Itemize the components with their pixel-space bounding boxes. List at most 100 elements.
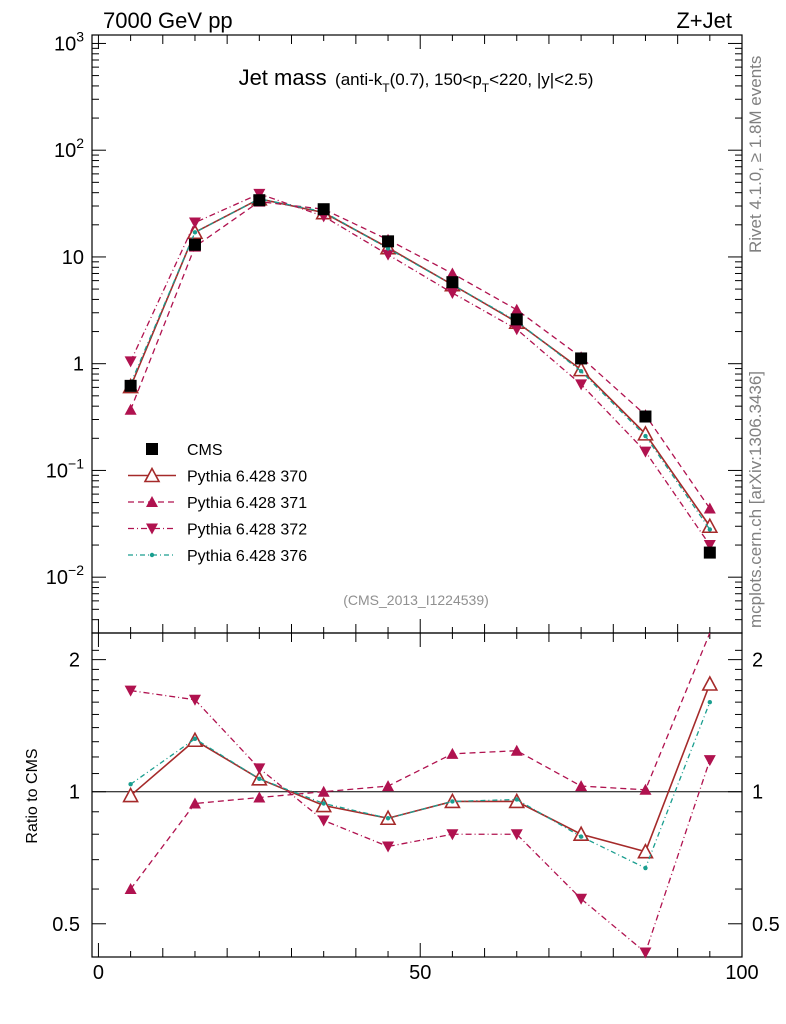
ratio-point-pythia-6-428-376 [707, 699, 713, 705]
ratio-point-pythia-6-428-371 [382, 780, 395, 792]
main-point-cms [124, 379, 137, 392]
y-tick-exponent: −2 [68, 562, 84, 578]
ratio-point-pythia-6-428-371 [188, 797, 201, 809]
title-main: Jet mass [239, 65, 327, 90]
ratio-point-pythia-6-428-370 [701, 675, 719, 691]
y-tick-label-main: 102 [54, 135, 84, 162]
ratio-point-pythia-6-428-376 [514, 797, 519, 802]
y-tick-base: 10 [46, 460, 68, 482]
y-tick-exponent: 2 [76, 135, 84, 151]
ratio-point-pythia-6-428-372 [510, 829, 523, 841]
ratio-point-pythia-6-428-376 [643, 865, 648, 871]
y-tick-label-main: 10−2 [46, 562, 84, 589]
ratio-line-pythia-6-428-376 [130, 701, 711, 869]
ratio-point-pythia-6-428-371 [124, 883, 137, 895]
ratio-point-pythia-6-428-372 [639, 947, 652, 959]
title-detail-1: (anti-k [335, 70, 383, 89]
ratio-point-pythia-6-428-372 [317, 815, 330, 827]
legend-label-cms: CMS [187, 442, 223, 459]
analysis-id: (CMS_2013_I1224539) [343, 592, 489, 608]
ratio-plot-frame [91, 632, 743, 958]
main-point-pythia-6-428-376 [643, 433, 648, 439]
y-tick-base: 10 [54, 140, 76, 162]
plot-title: Jet mass (anti-kT(0.7), 150<pT<220, |y|<… [239, 65, 594, 95]
main-plot-frame [91, 34, 743, 634]
y-tick-label-main: 103 [54, 28, 84, 55]
main-point-pythia-6-428-371 [124, 403, 137, 415]
y-tick-label-ratio: 0.5 [52, 914, 80, 936]
title-detail-2: (0.7), 150<p [390, 70, 482, 89]
main-point-pythia-6-428-372 [510, 324, 523, 336]
x-tick-label: 100 [725, 962, 758, 984]
ratio-point-pythia-6-428-370 [572, 825, 590, 842]
ratio-point-pythia-6-428-370 [637, 842, 654, 859]
main-point-cms [382, 235, 395, 248]
main-point-cms [575, 352, 588, 365]
main-point-cms [639, 410, 652, 423]
y-tick-label-main: 1 [73, 354, 84, 376]
title-detail-sub-2: T [482, 81, 490, 95]
ratio-point-pythia-6-428-372 [382, 841, 395, 853]
main-point-pythia-6-428-371 [446, 267, 459, 279]
side-text-top: Rivet 4.1.0, ≥ 1.8M events [746, 56, 765, 253]
title-detail-sub-1: T [382, 81, 390, 95]
legend-label-pythia-6-428-370: Pythia 6.428 370 [187, 469, 307, 486]
y-tick-exponent: 3 [76, 28, 84, 44]
ratio-point-pythia-6-428-371 [317, 785, 330, 797]
x-tick-label: 0 [93, 962, 104, 984]
y-tick-label-main: 10−1 [46, 455, 84, 482]
main-point-pythia-6-428-371 [510, 303, 523, 315]
ratio-point-pythia-6-428-370 [122, 786, 139, 803]
y-tick-exponent: −1 [68, 455, 84, 471]
main-point-cms [253, 194, 266, 207]
ratio-point-pythia-6-428-371 [510, 744, 523, 756]
main-point-pythia-6-428-372 [575, 379, 588, 391]
main-point-cms [510, 313, 523, 326]
ratio-point-pythia-6-428-371 [575, 780, 588, 792]
ratio-point-pythia-6-428-376 [450, 799, 455, 804]
main-point-pythia-6-428-370 [637, 425, 654, 441]
y-tick-label-ratio: 1 [69, 782, 80, 804]
main-line-pythia-6-428-371 [130, 200, 711, 509]
y-tick-base: 10 [62, 247, 84, 269]
ratio-point-pythia-6-428-376 [578, 834, 584, 839]
legend-marker-pythia-6-428-370 [143, 466, 161, 483]
ratio-point-pythia-6-428-372 [575, 893, 588, 905]
y-tick-base: 10 [46, 567, 68, 589]
ratio-point-pythia-6-428-371 [446, 747, 459, 759]
header-left: 7000 GeV pp [103, 8, 233, 33]
ratio-line-pythia-6-428-372 [130, 689, 711, 954]
ratio-point-pythia-6-428-376 [321, 801, 326, 806]
ratio-point-pythia-6-428-372 [188, 694, 201, 706]
ratio-point-pythia-6-428-372 [124, 685, 137, 697]
main-point-pythia-6-428-372 [124, 356, 137, 368]
ratio-axis-label: Ratio to CMS [24, 748, 41, 843]
ratio-point-pythia-6-428-371 [253, 791, 266, 803]
main-point-cms [317, 203, 330, 216]
y-tick-base: 1 [73, 354, 84, 376]
ratio-point-pythia-6-428-372 [703, 755, 716, 767]
y-tick-base: 10 [54, 33, 76, 55]
main-point-pythia-6-428-376 [385, 246, 391, 251]
legend-marker-pythia-6-428-376 [149, 552, 155, 558]
legend-label-pythia-6-428-371: Pythia 6.428 371 [187, 495, 307, 512]
x-tick-label: 50 [409, 962, 431, 984]
ratio-point-pythia-6-428-372 [253, 763, 266, 775]
main-point-cms [188, 238, 201, 251]
main-point-pythia-6-428-376 [578, 369, 584, 374]
header-right: Z+Jet [676, 8, 732, 33]
ratio-point-pythia-6-428-376 [257, 776, 262, 782]
ratio-line-pythia-6-428-371 [130, 632, 711, 890]
main-point-pythia-6-428-376 [192, 230, 198, 235]
ratio-point-pythia-6-428-371 [639, 783, 652, 795]
y-tick-label-main: 10 [62, 247, 84, 269]
main-point-pythia-6-428-372 [703, 540, 716, 552]
legend-marker-pythia-6-428-372 [146, 523, 158, 535]
y-tick-label-ratio-right: 2 [752, 650, 763, 672]
main-point-pythia-6-428-372 [639, 446, 652, 458]
main-point-pythia-6-428-370 [701, 517, 719, 534]
ratio-line-pythia-6-428-370 [130, 683, 711, 853]
legend-marker-pythia-6-428-371 [146, 496, 158, 507]
main-point-pythia-6-428-372 [446, 287, 459, 299]
